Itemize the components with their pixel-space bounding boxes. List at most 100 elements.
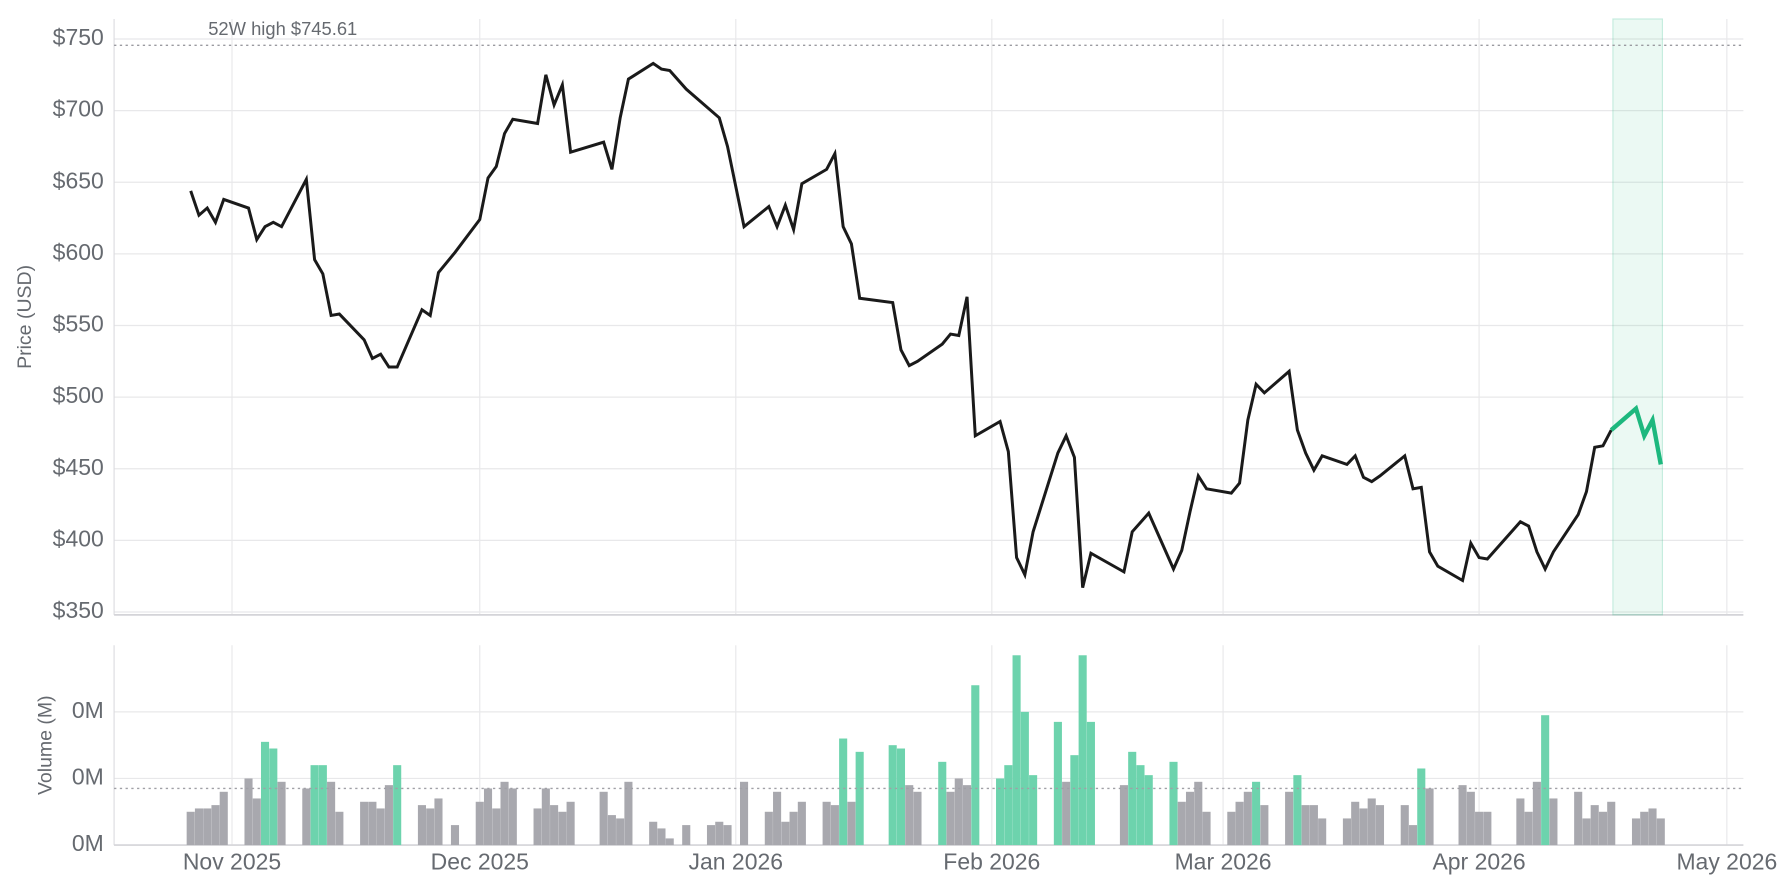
volume-bar: [1466, 791, 1475, 846]
volume-bar: [855, 751, 864, 846]
x-tick-label: May 2026: [1676, 849, 1777, 875]
volume-bar: [368, 801, 377, 846]
volume-bar: [541, 788, 550, 846]
x-tick-label: Feb 2026: [943, 849, 1040, 875]
volume-bar: [376, 808, 385, 846]
volume-bar: [715, 821, 724, 846]
y-tick-label: $750: [53, 24, 104, 50]
volume-bar: [384, 785, 393, 846]
volume-bar: [244, 778, 253, 846]
volume-bar: [194, 808, 204, 846]
volume-bar: [203, 808, 212, 846]
volume-bar: [277, 781, 286, 846]
volume-bar: [483, 788, 493, 846]
volume-bar: [269, 748, 278, 846]
volume-bar: [1598, 811, 1608, 846]
volume-bar: [1119, 785, 1129, 846]
volume-bar: [740, 781, 749, 846]
y-tick-label: $400: [53, 525, 104, 551]
volume-bar: [1417, 768, 1426, 846]
volume-bar: [318, 765, 327, 846]
volume-bar: [1202, 811, 1211, 846]
price-line: [189, 61, 1613, 588]
volume-bar: [327, 781, 336, 846]
y-tick-label: 0M: [72, 830, 104, 856]
volume-bar: [1367, 798, 1376, 846]
volume-bar: [1177, 801, 1186, 846]
background-layer: [113, 18, 1744, 846]
volume-bar: [1235, 801, 1244, 846]
volume-bar: [616, 818, 625, 846]
volume-bar: [1631, 818, 1641, 846]
x-tick-label: Jan 2026: [689, 849, 783, 875]
volume-bar: [211, 805, 220, 846]
volume-bar: [260, 741, 270, 846]
volume-bar: [500, 781, 509, 846]
volume-bar: [1029, 775, 1038, 846]
volume-bar: [1475, 811, 1484, 846]
volume-bar: [1582, 818, 1591, 846]
volume-bar: [1351, 801, 1360, 846]
volume-bar: [1285, 791, 1294, 846]
volume-bar: [773, 791, 782, 846]
volume-bar: [682, 825, 691, 846]
volume-bar: [1243, 791, 1252, 846]
volume-bar: [219, 791, 228, 846]
volume-bar: [1400, 805, 1409, 846]
text-layer: $350 $400 $450 $500 $550 $600 $650 $700 $750 Pric…: [14, 18, 1777, 874]
y-tick-label: 0M: [72, 764, 104, 790]
volume-bar: [1169, 761, 1178, 846]
volume-bar: [723, 825, 732, 846]
volume-bar: [1375, 805, 1385, 846]
x-tick-label: Dec 2025: [431, 849, 529, 875]
volume-bar: [1309, 805, 1318, 846]
volume-bar: [1318, 818, 1327, 846]
volume-bar: [1053, 721, 1062, 846]
volume-bar: [607, 815, 616, 846]
volume-bar: [905, 785, 914, 846]
volume-bar: [896, 748, 906, 846]
volume-bar: [1128, 751, 1137, 846]
volume-bar: [954, 778, 963, 846]
y-tick-label: $650: [53, 167, 104, 193]
volume-bar: [599, 791, 608, 846]
volume-bar: [789, 811, 798, 846]
volume-bar: [1532, 781, 1541, 846]
y-tick-label: $550: [53, 311, 104, 337]
volume-bar: [492, 808, 501, 846]
volume-bar: [252, 798, 261, 846]
y-tick-label: 0M: [72, 697, 104, 723]
volume-bar: [822, 801, 831, 846]
y-tick-label: $600: [53, 239, 104, 265]
volume-bar: [938, 761, 947, 846]
volume-bar: [971, 685, 980, 846]
volume-bar: [1541, 715, 1550, 846]
volume-bar: [417, 805, 426, 846]
y-tick-label: $700: [53, 96, 104, 122]
volume-bar: [764, 811, 773, 846]
volume-bar: [393, 765, 402, 846]
volume-bar: [781, 821, 790, 846]
volume-bar: [1293, 775, 1302, 846]
volume-bar: [657, 828, 666, 846]
volume-bar: [624, 781, 633, 846]
volume-bar: [508, 788, 517, 846]
volume-bar: [1516, 798, 1525, 846]
volume-bar: [1408, 825, 1418, 846]
volume-bar: [797, 801, 806, 846]
volume-bar: [1342, 818, 1351, 846]
volume-bar: [665, 838, 674, 846]
x-tick-label: Mar 2026: [1175, 849, 1272, 875]
x-tick-label: Nov 2025: [183, 849, 281, 875]
volume-bar: [450, 825, 460, 846]
volume-bar: [1458, 785, 1467, 846]
high-label: 52W high $745.61: [208, 18, 357, 39]
volume-bar: [706, 825, 716, 846]
volume-bar: [1301, 805, 1310, 846]
volume-bar: [962, 785, 972, 846]
volume-bar: [1227, 811, 1236, 846]
volume-bar: [1640, 811, 1649, 846]
volume-bar: [1590, 805, 1599, 846]
volume-bar: [426, 808, 435, 846]
